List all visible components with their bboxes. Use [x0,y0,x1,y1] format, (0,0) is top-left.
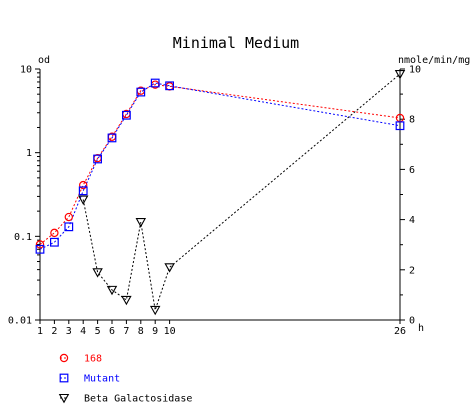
series-lines [39,73,401,311]
right-tick-label: 4 [409,215,415,226]
data-point-2 [394,69,406,80]
left-axis-unit: od [38,55,50,66]
right-tick-label: 0 [409,316,415,327]
data-point-1 [150,78,160,88]
right-tick-label: 8 [409,115,415,126]
data-point-1 [35,244,45,254]
left-tick-label: 0.1 [14,232,32,243]
data-point-2 [77,195,89,205]
data-point-2 [106,285,118,296]
series-markers [35,69,406,316]
legend-label-2: Beta Galactosidase [84,394,192,405]
axes [39,69,401,321]
x-tick-label: 10 [164,326,176,337]
legend-label-1: Mutant [84,374,120,385]
data-point-1 [165,81,175,91]
data-point-1 [136,87,146,97]
x-tick-label: 3 [66,326,72,337]
data-point-1 [93,154,103,164]
x-axis-unit: h [418,323,424,334]
data-point-2 [149,305,161,316]
chart-title: Minimal Medium [173,34,299,52]
legend-label-0: 168 [84,354,102,365]
data-point-1 [64,222,74,232]
data-point-1 [121,110,131,120]
right-tick-label: 2 [409,265,415,276]
data-point-2 [135,218,147,228]
data-point-1 [107,133,117,143]
data-point-0 [64,212,74,222]
x-tick-label: 4 [80,326,86,337]
data-point-2 [121,295,132,306]
x-tick-label: 2 [51,326,57,337]
data-point-1 [49,237,59,247]
right-axis-unit: nmole/min/mg [398,55,470,66]
left-tick-label: 0.01 [8,316,32,327]
x-tick-label: 6 [109,326,115,337]
data-point-1 [78,186,88,196]
series-line-0 [39,84,401,245]
series-line-2 [82,73,401,311]
right-tick-label: 10 [409,65,421,76]
data-point-0 [35,240,45,249]
left-tick-label: 1 [26,148,32,159]
data-point-0 [78,180,88,190]
data-point-2 [164,263,175,273]
x-tick-label: 7 [123,326,129,337]
data-point-2 [92,268,103,278]
data-point-1 [395,121,405,131]
right-tick-label: 6 [409,165,415,176]
legend: 168 Mutant Beta Galactosidase [58,354,192,405]
x-tick-label: 26 [394,326,406,337]
x-tick-label: 8 [138,326,144,337]
x-tick-label: 1 [37,326,43,337]
left-tick-label: 10 [20,65,32,76]
x-tick-label: 9 [152,326,158,337]
x-tick-label: 5 [95,326,101,337]
data-point-0 [50,228,59,238]
series-line-1 [39,82,401,250]
